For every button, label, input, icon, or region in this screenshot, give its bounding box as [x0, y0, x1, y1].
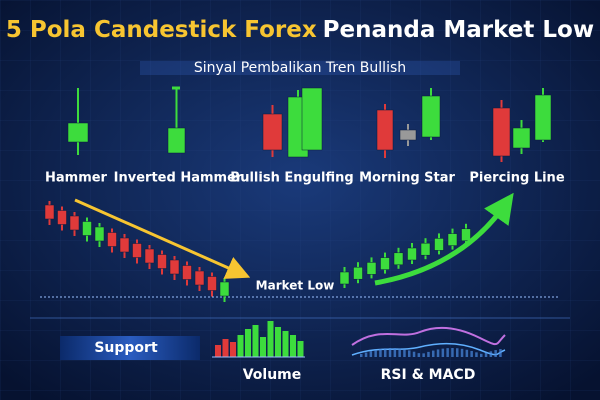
candle [366, 262, 377, 275]
candle [67, 122, 89, 143]
candle [492, 107, 511, 157]
candle [167, 127, 186, 154]
macd-bar [417, 353, 421, 357]
rsi-line [351, 326, 506, 346]
candle [407, 247, 417, 261]
candle [512, 127, 531, 149]
pattern-label: Inverted Hammer [114, 171, 243, 186]
macd-bar [360, 354, 363, 357]
macd-bar [364, 352, 368, 357]
macd-bar [412, 351, 416, 357]
candle [219, 281, 230, 297]
macd-bar [451, 348, 454, 357]
candle [434, 238, 444, 251]
macd-bar [436, 349, 440, 357]
candle [157, 254, 167, 269]
candle [262, 113, 283, 151]
volume-label: Volume [243, 367, 302, 383]
macd-bar [460, 348, 464, 357]
trend-candles [44, 201, 471, 302]
volume-bar [297, 341, 304, 357]
macd-bar [446, 348, 449, 357]
macd-bar [494, 350, 497, 357]
macd-bar [393, 348, 397, 357]
support-button [60, 336, 200, 360]
candle [380, 257, 390, 270]
volume-bar [290, 335, 296, 357]
down-arrow [74, 198, 251, 279]
candle [119, 237, 130, 253]
candle [57, 210, 67, 225]
up-arrow [374, 192, 514, 286]
macd-bar [480, 353, 483, 357]
pattern-label: Bullish Engulfing [230, 171, 353, 186]
candle [194, 270, 205, 286]
candle [534, 94, 552, 141]
macd-bar [379, 348, 382, 357]
candle [461, 228, 471, 242]
macd-bar [441, 348, 445, 357]
candle [169, 259, 180, 275]
candle [44, 204, 55, 220]
macd-bar [422, 353, 425, 357]
macd-bar [456, 348, 459, 357]
macd-bar [427, 351, 430, 357]
volume-bar [252, 325, 259, 357]
candle [399, 129, 417, 141]
candle [207, 276, 217, 291]
volume-bars [215, 321, 304, 357]
candle [376, 109, 394, 151]
candle [301, 87, 323, 151]
pattern-label: Piercing Line [469, 171, 564, 186]
candle [339, 271, 350, 285]
macd-bar [470, 350, 473, 357]
candle [421, 95, 441, 138]
macd-histogram [360, 348, 502, 357]
pattern-label: Morning Star [359, 171, 455, 186]
volume-bar [237, 335, 244, 357]
indicators-label: RSI & MACD [381, 367, 476, 383]
macd-bar [484, 352, 488, 357]
candle [144, 248, 155, 264]
subtitle: Sinyal Pembalikan Tren Bullish [194, 60, 406, 76]
candle [353, 266, 363, 280]
volume-bar [282, 331, 289, 357]
candle [132, 243, 142, 258]
pattern-label: Hammer [45, 171, 108, 186]
candle [82, 221, 92, 236]
candle [393, 252, 404, 266]
volume-bar [230, 342, 236, 357]
candle [420, 242, 431, 256]
macd-bar [499, 349, 502, 357]
title: 5 Pola Candestick Forex Penanda Market Lo… [6, 17, 594, 43]
volume-bar [267, 321, 274, 357]
macd-bar [384, 348, 387, 357]
candle [69, 215, 80, 231]
candle [94, 226, 105, 242]
volume-bar [275, 327, 281, 357]
macd-bar [403, 349, 406, 357]
candle [447, 233, 458, 246]
macd-bar [388, 348, 392, 357]
volume-bar [215, 345, 221, 357]
support-label: Support [94, 340, 158, 356]
macd-bar [432, 350, 435, 357]
macd-bar [465, 349, 469, 357]
candle [182, 265, 192, 280]
title-highlight: 5 Pola Candestick Forex [6, 17, 317, 43]
macd-bar [369, 351, 373, 357]
market-low-label: Market Low [256, 279, 335, 293]
title-rest: Penanda Market Low [323, 17, 594, 43]
volume-bar [222, 339, 229, 357]
macd-bar [475, 352, 478, 357]
volume-bar [245, 329, 251, 357]
macd-bar [489, 351, 493, 357]
volume-bar [260, 337, 266, 357]
macd-bar [374, 349, 377, 357]
pattern-icons [67, 86, 552, 162]
candle [107, 232, 117, 247]
macd-bar [408, 350, 411, 357]
macd-bar [398, 348, 401, 357]
